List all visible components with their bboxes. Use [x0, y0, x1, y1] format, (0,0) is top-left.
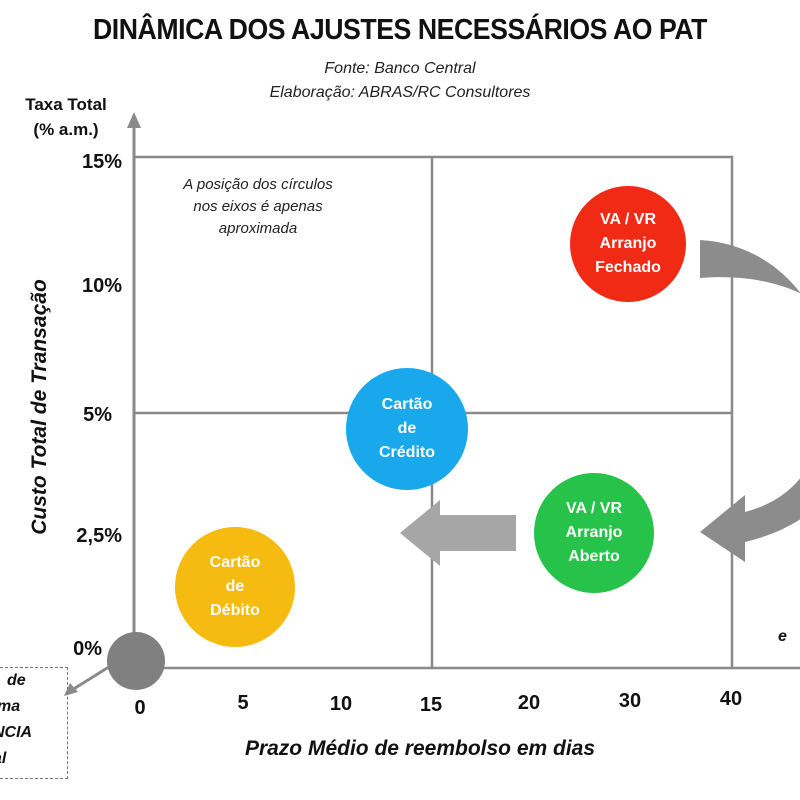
curved-arrow-icon [700, 240, 800, 562]
y-tick-15: 15% [81, 151, 122, 173]
y-unit-line1: Taxa Total [25, 95, 107, 114]
y-axis-unit-label: Taxa Total (% a.m.) [6, 92, 126, 142]
y-tick-10: 10% [81, 275, 122, 297]
origin-circle [107, 632, 165, 690]
elaboration-text: Elaboração: ABRAS/RC Consultores [269, 84, 531, 101]
page-title: DINÂMICA DOS AJUSTES NECESSÁRIOS AO PAT [92, 14, 708, 46]
x-tick-40: 40 [719, 688, 743, 710]
circle-cartao-debito: Cartão de Débito [175, 527, 295, 647]
x-axis-title: Prazo Médio de reembolso em dias [244, 737, 596, 760]
left-callout-box: de ma NCIA al [0, 667, 68, 779]
y-unit-line2: (% a.m.) [33, 120, 99, 139]
y-tick-5: 5% [83, 404, 112, 426]
y-axis-arrow-icon [127, 112, 141, 128]
circle-cartao-credito: Cartão de Crédito [346, 368, 468, 490]
x-tick-30: 30 [618, 690, 642, 712]
approximation-note: A posição dos círculos nos eixos é apena… [183, 176, 333, 237]
source-text: Fonte: Banco Central [324, 60, 476, 77]
y-tick-0: 0% [73, 638, 102, 660]
left-arrow-icon [400, 500, 516, 566]
right-cropped-text: e [778, 628, 787, 645]
y-axis-title: Custo Total de Transação [28, 279, 51, 535]
y-tick-2-5: 2,5% [76, 525, 122, 547]
circle-va-vr-arranjo-fechado: VA / VR Arranjo Fechado [570, 186, 686, 302]
x-tick-10: 10 [329, 693, 353, 715]
x-tick-15: 15 [419, 694, 443, 716]
circle-va-vr-arranjo-aberto: VA / VR Arranjo Aberto [534, 473, 654, 593]
x-tick-0: 0 [134, 697, 146, 719]
x-tick-5: 5 [237, 692, 249, 714]
x-tick-20: 20 [517, 692, 541, 714]
